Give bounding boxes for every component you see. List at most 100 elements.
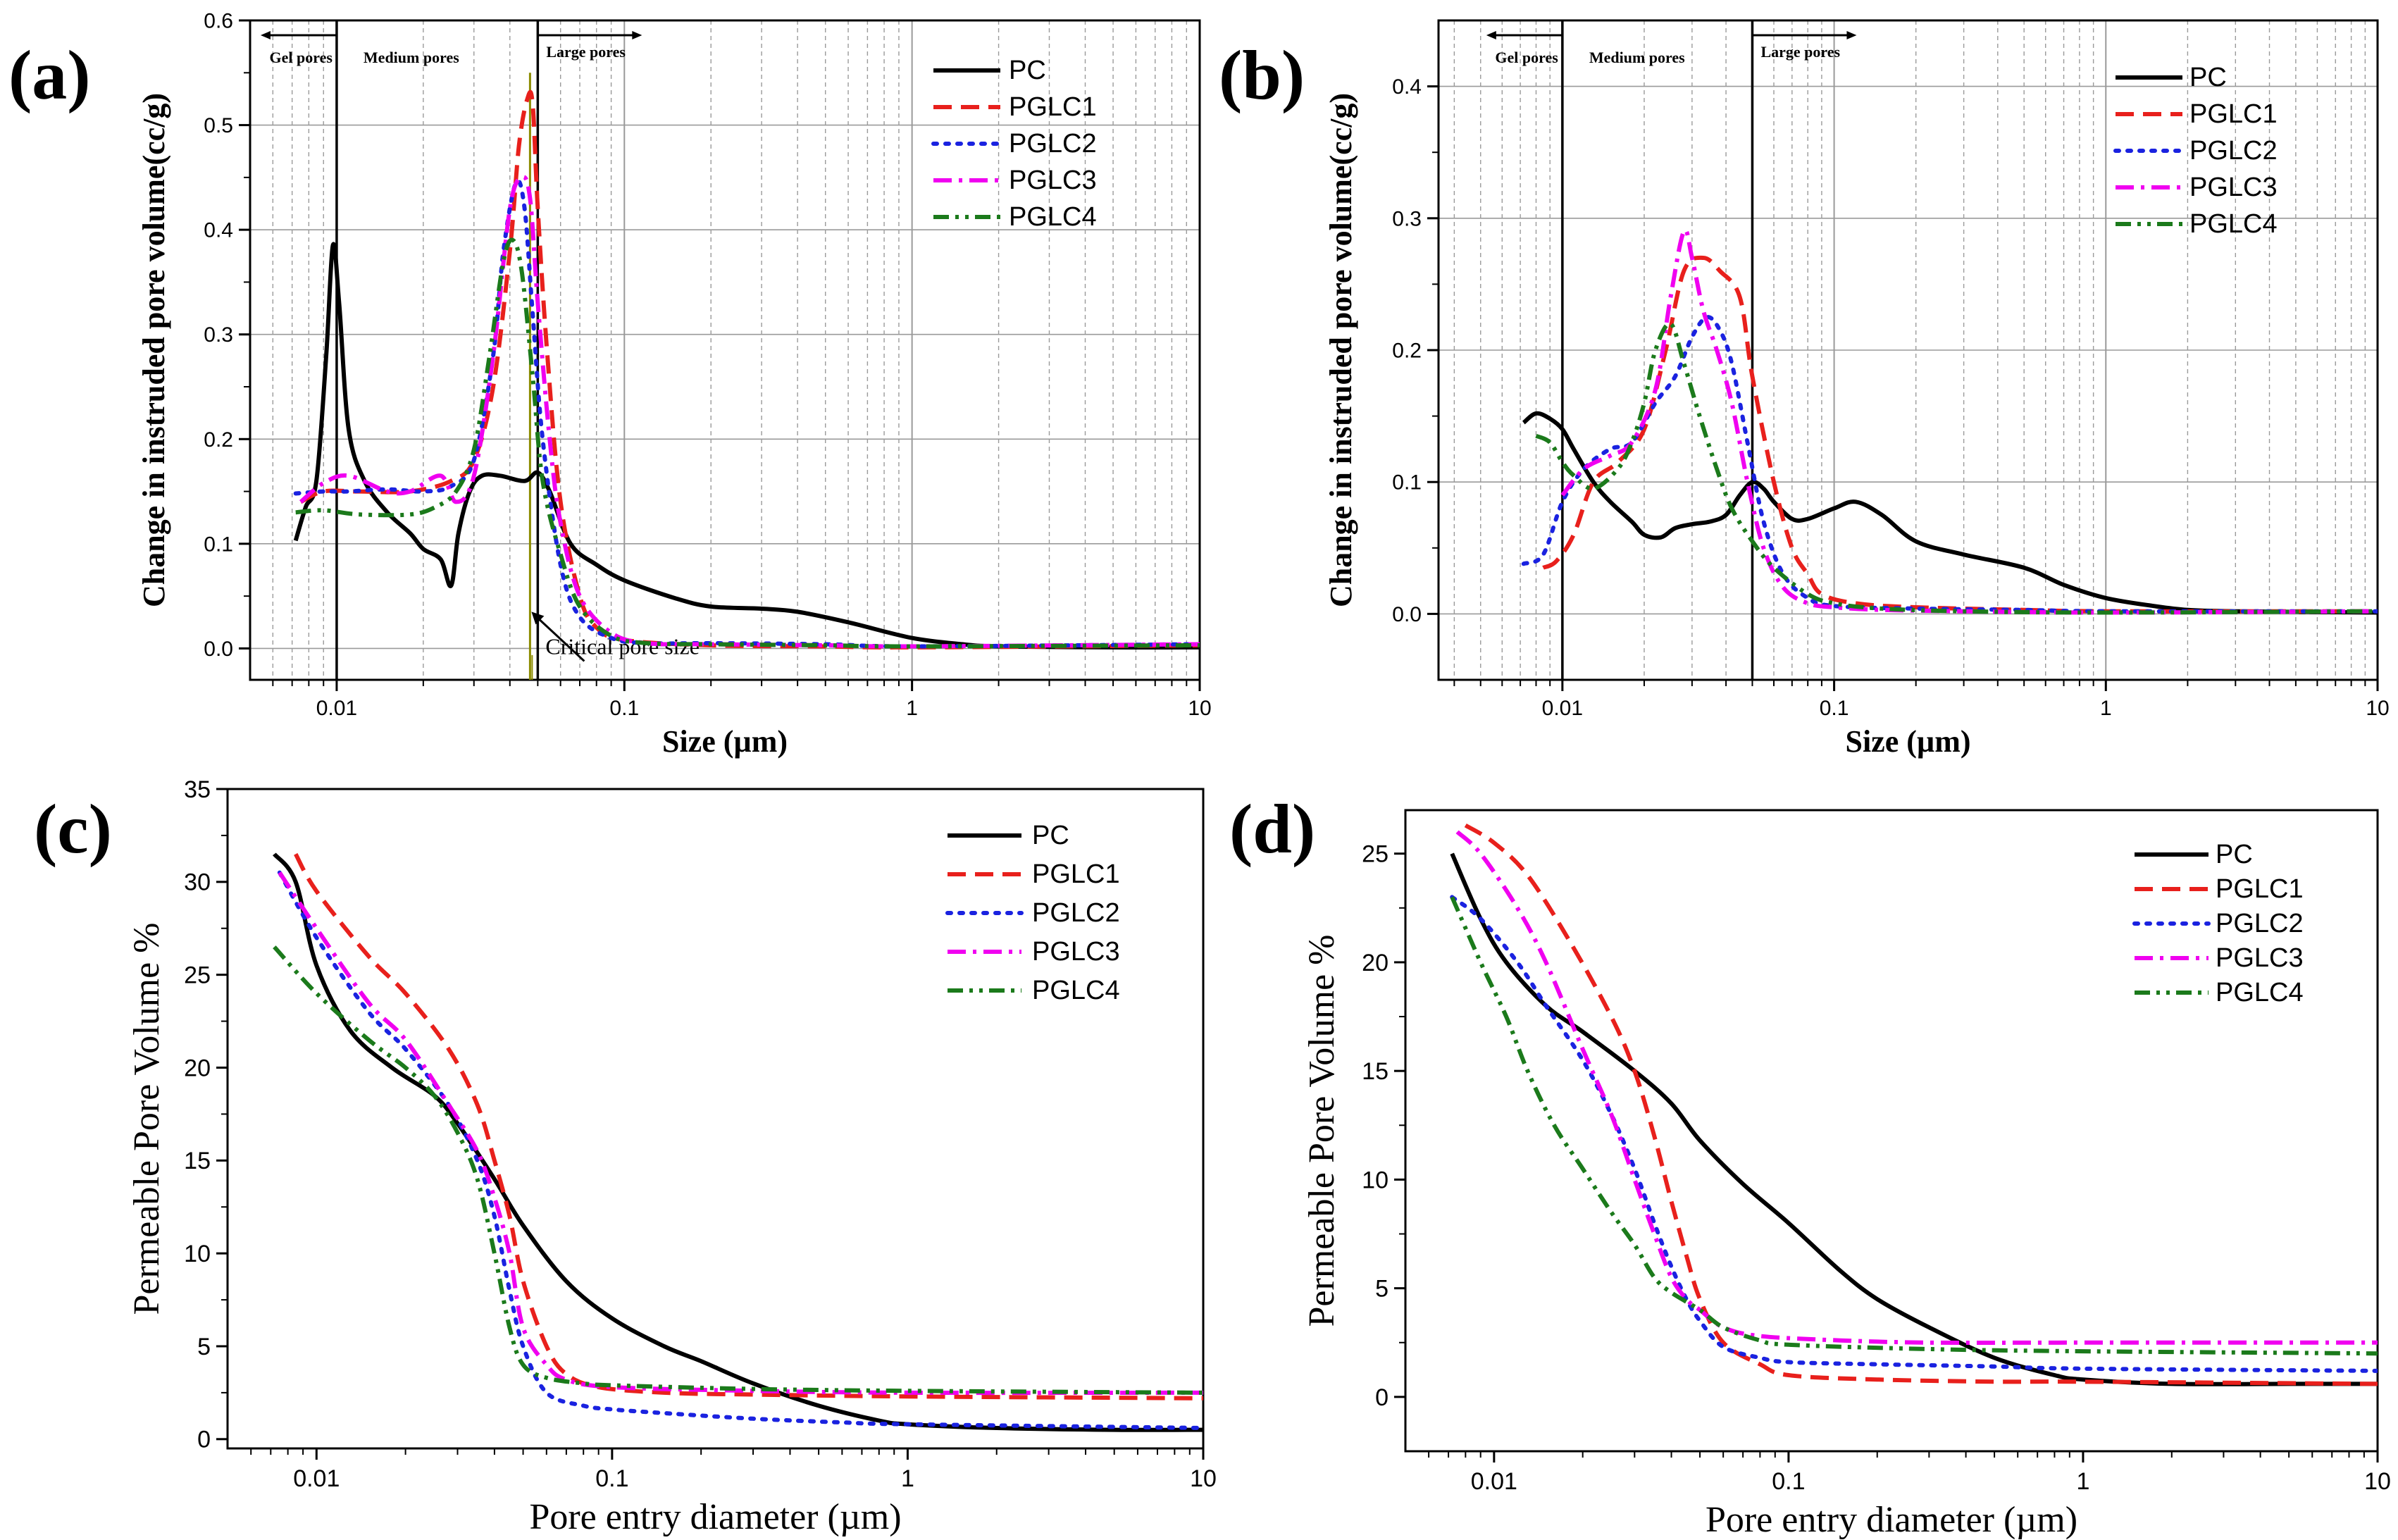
- legend-label-pglc1: PGLC1: [2216, 874, 2304, 904]
- y-axis-label: Permeable Pore Volume %: [1302, 935, 1342, 1327]
- x-tick-label: 1: [901, 1465, 914, 1492]
- gel-pores-label: Gel pores: [1495, 49, 1558, 66]
- x-tick-label: 1: [906, 697, 918, 720]
- region-labels: Gel pores Medium pores Large pores: [1486, 31, 1857, 66]
- series-line-pc: [1522, 411, 2378, 615]
- y-tick-label: 0.4: [1392, 75, 1422, 99]
- series-line-pc: [293, 242, 1200, 650]
- x-tick-label: 0.01: [293, 1465, 340, 1492]
- series-group: [1450, 824, 2378, 1386]
- panel-c: 0.01 0.1 1 10 0 5 10 15 20 25 30 35 PC PGLC1 PGLC2 PGLC…: [34, 776, 1217, 1537]
- x-tick-label: 1: [2076, 1468, 2089, 1495]
- series-line-pglc1: [294, 852, 1203, 1401]
- x-tick-label: 0.01: [316, 697, 357, 720]
- series-line-pglc4: [295, 237, 1200, 649]
- legend-label-pglc2: PGLC2: [1032, 898, 1120, 928]
- legend-label-pglc4: PGLC4: [2189, 209, 2278, 239]
- legend-label-pglc1: PGLC1: [1009, 92, 1097, 122]
- legend-label-pglc4: PGLC4: [2216, 978, 2304, 1007]
- series-line-pglc3: [278, 871, 1203, 1396]
- region-labels: Gel pores Medium pores Large pores: [260, 31, 642, 66]
- legend: PC PGLC1 PGLC2 PGLC3 PGLC4: [931, 56, 1097, 232]
- y-tick-label: 15: [1362, 1058, 1389, 1085]
- legend-label-pc: PC: [1009, 56, 1046, 85]
- x-tick-label: 10: [2366, 697, 2389, 720]
- x-axis-label: Pore entry diameter (µm): [1706, 1500, 2077, 1540]
- arrow-head: [531, 611, 545, 625]
- legend-label-pglc3: PGLC3: [1032, 937, 1120, 967]
- plot-frame: [249, 19, 1201, 681]
- y-tick-label: 0.4: [204, 219, 233, 242]
- series-line-pglc3: [1455, 830, 2378, 1346]
- x-tick-label: 1: [2100, 697, 2112, 720]
- x-axis-label: Pore entry diameter (µm): [529, 1497, 901, 1537]
- legend: PC PGLC1 PGLC2 PGLC3 PGLC4: [945, 821, 1120, 1005]
- panel-label: (d): [1229, 790, 1315, 868]
- y-tick-label: 25: [1362, 841, 1389, 868]
- y-tick-label: 0.1: [1392, 471, 1422, 495]
- series-line-pglc1: [1464, 824, 2378, 1386]
- y-tick-label: 0.0: [1392, 603, 1422, 626]
- legend-label-pglc4: PGLC4: [1032, 976, 1120, 1005]
- y-tick-label: 0.6: [204, 10, 233, 33]
- plot-frame: [226, 788, 1205, 1450]
- legend-label-pglc3: PGLC3: [2216, 943, 2304, 973]
- legend-label-pglc1: PGLC1: [2189, 99, 2278, 129]
- legend-label-pglc2: PGLC2: [2189, 136, 2278, 166]
- x-tick-label: 10: [1188, 697, 1211, 720]
- y-tick-label: 35: [184, 776, 211, 803]
- x-tick-label: 10: [2364, 1468, 2391, 1495]
- x-tick-label: 0.1: [1820, 697, 1849, 720]
- x-tick-label: 0.01: [1542, 697, 1583, 720]
- y-tick-label: 0.5: [204, 114, 233, 137]
- series-line-pglc2: [1521, 315, 2378, 614]
- y-tick-label: 20: [1362, 950, 1389, 976]
- y-tick-label: 5: [197, 1334, 211, 1360]
- panel-label: (a): [8, 36, 91, 114]
- y-axis-label: Change in instruded pore volume(cc/g): [137, 93, 171, 607]
- y-axis-label: Permeable Pore Volume %: [127, 923, 167, 1315]
- y-tick-label: 0: [1375, 1384, 1389, 1411]
- y-tick-label: 25: [184, 962, 211, 989]
- critical-pore-annotation: Critical pore size: [528, 73, 700, 680]
- legend-label-pglc2: PGLC2: [1009, 129, 1097, 159]
- legend-label-pglc4: PGLC4: [1009, 202, 1097, 232]
- y-tick-label: 0.2: [1392, 340, 1422, 363]
- series-line-pglc2: [293, 178, 1200, 649]
- y-tick-label: 0.0: [204, 638, 233, 661]
- gel-pores-label: Gel pores: [270, 49, 333, 66]
- legend-label-pc: PC: [2189, 63, 2227, 92]
- y-tick-label: 0.3: [204, 323, 233, 347]
- x-tick-label: 0.01: [1471, 1468, 1517, 1495]
- series-group: [273, 852, 1203, 1432]
- y-tick-label: 0.2: [204, 428, 233, 452]
- large-pores-label: Large pores: [546, 43, 626, 61]
- y-tick-label: 30: [184, 869, 211, 896]
- arrow-head: [1846, 31, 1857, 39]
- arrow-head: [260, 31, 271, 39]
- legend-label-pglc1: PGLC1: [1032, 859, 1120, 889]
- y-tick-label: 5: [1375, 1276, 1389, 1303]
- panel-label: (b): [1219, 36, 1305, 114]
- series-line-pglc3: [299, 175, 1200, 649]
- y-tick-label: 0.3: [1392, 207, 1422, 230]
- series-line-pglc4: [1535, 321, 2378, 615]
- legend-label-pglc3: PGLC3: [1009, 166, 1097, 195]
- y-axis-label: Change in instruded pore volume(cc/g): [1324, 93, 1358, 607]
- x-tick-label: 10: [1190, 1465, 1217, 1492]
- medium-pores-label: Medium pores: [364, 49, 459, 66]
- arrow-head: [1486, 31, 1496, 39]
- x-axis-label: Size (µm): [662, 724, 788, 759]
- x-tick-label: 0.1: [595, 1465, 628, 1492]
- legend-label-pc: PC: [2216, 840, 2253, 869]
- gridlines: [250, 20, 1200, 680]
- legend: PC PGLC1 PGLC2 PGLC3 PGLC4: [2113, 63, 2278, 239]
- panel-d: 0.01 0.1 1 10 0 5 10 15 20 25 PC PGLC1 PGLC2 PGLC3 PGL…: [1229, 790, 2391, 1540]
- y-tick-label: 10: [1362, 1167, 1389, 1193]
- y-tick-label: 0.1: [204, 533, 233, 556]
- series-group: [1521, 228, 2378, 615]
- legend-label-pc: PC: [1032, 821, 1069, 850]
- series-line-pglc4: [273, 945, 1203, 1395]
- x-tick-label: 0.1: [609, 697, 639, 720]
